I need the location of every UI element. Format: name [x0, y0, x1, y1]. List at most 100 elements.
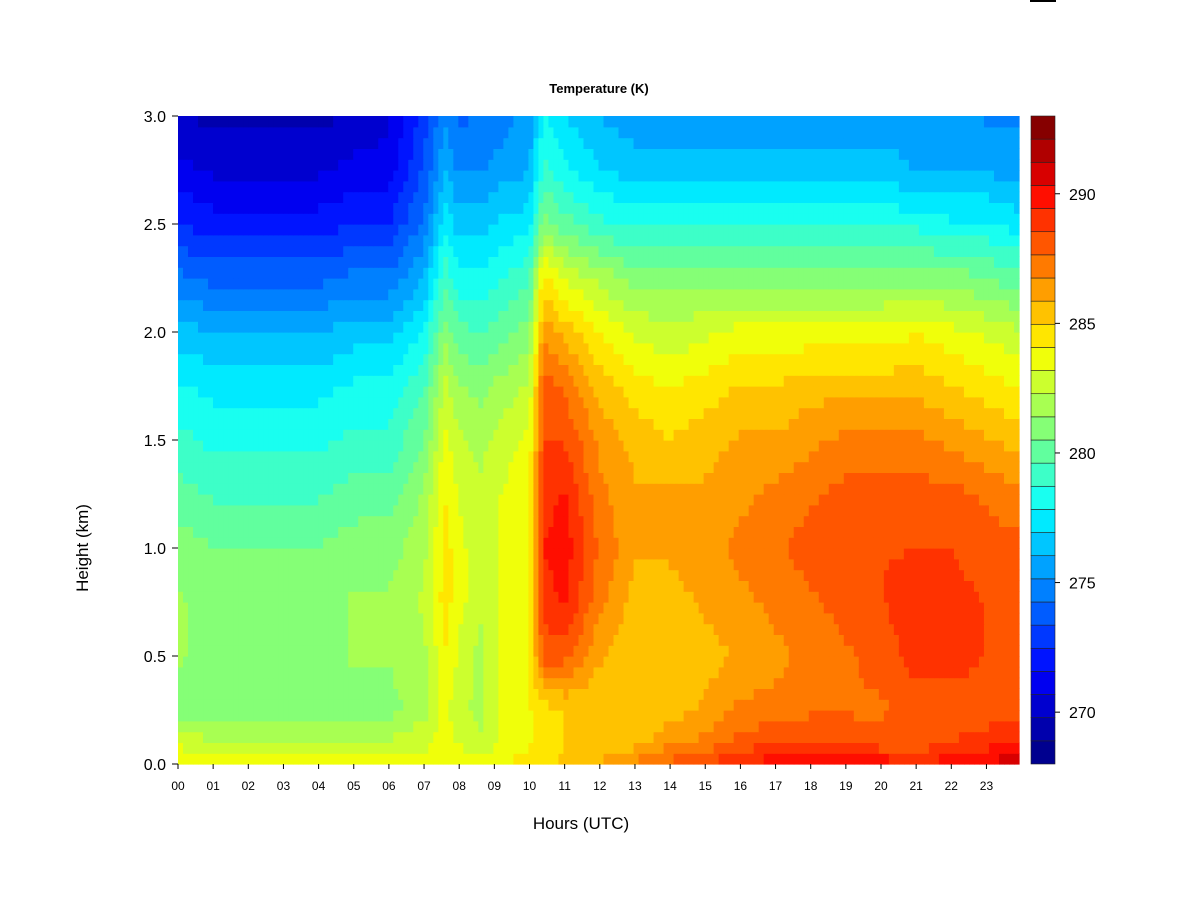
heatmap-cell [993, 504, 1000, 517]
heatmap-cell [603, 753, 610, 765]
heatmap-cell [423, 634, 429, 646]
heatmap-cell [188, 569, 194, 581]
heatmap-cell [843, 461, 850, 473]
heatmap-cell [923, 710, 930, 722]
heatmap-cell [658, 623, 665, 635]
heatmap-cell [498, 720, 504, 733]
heatmap-cell [398, 753, 404, 765]
heatmap-cell [738, 645, 745, 657]
heatmap-cell [673, 688, 680, 700]
heatmap-cell [343, 569, 349, 581]
heatmap-cell [923, 623, 930, 635]
heatmap-cell [893, 591, 900, 603]
heatmap-cell [208, 591, 214, 603]
heatmap-cell [573, 623, 580, 635]
heatmap-cell [683, 710, 690, 722]
heatmap-cell [418, 558, 424, 571]
heatmap-cell [558, 558, 565, 571]
heatmap-cell [848, 450, 855, 463]
heatmap-cell [878, 558, 885, 571]
heatmap-cell [318, 483, 324, 495]
heatmap-cell [608, 634, 615, 646]
heatmap-cell [548, 526, 555, 538]
heatmap-cell [443, 504, 449, 517]
heatmap-cell [613, 548, 620, 560]
heatmap-cell [338, 645, 344, 657]
heatmap-cell [623, 720, 630, 733]
heatmap-cell [568, 461, 575, 473]
heatmap-cell [968, 742, 975, 754]
heatmap-cell [973, 623, 980, 635]
heatmap-cell [853, 612, 860, 625]
heatmap-cell [1003, 677, 1010, 689]
heatmap-cell [813, 472, 820, 484]
heatmap-cell [298, 710, 304, 722]
heatmap-cell [798, 623, 805, 635]
heatmap-cell [698, 483, 705, 495]
heatmap-cell [808, 472, 815, 484]
heatmap-cell [643, 569, 650, 581]
heatmap-cell [573, 753, 580, 765]
heatmap-cell [308, 612, 314, 625]
heatmap-cell [718, 623, 725, 635]
heatmap-cell [613, 440, 620, 452]
heatmap-cell [858, 742, 865, 754]
heatmap-cell [278, 666, 284, 679]
heatmap-cell [558, 494, 565, 506]
heatmap-cell [188, 666, 194, 679]
heatmap-cell [658, 504, 665, 517]
heatmap-cell [548, 688, 555, 700]
heatmap-cell [648, 515, 655, 527]
heatmap-cell [263, 569, 269, 581]
heatmap-cell [783, 440, 790, 452]
heatmap-cell [358, 623, 364, 635]
heatmap-cell [283, 494, 289, 506]
heatmap-cell [193, 526, 199, 538]
heatmap-cell [908, 677, 915, 689]
heatmap-cell [648, 688, 655, 700]
heatmap-cell [493, 558, 499, 571]
heatmap-cell [653, 645, 660, 657]
heatmap-cell [498, 515, 504, 527]
heatmap-cell [778, 504, 785, 517]
heatmap-cell [338, 472, 344, 484]
heatmap-cell [583, 569, 590, 581]
heatmap-cell [603, 580, 610, 592]
heatmap-cell [413, 710, 419, 722]
heatmap-cell [788, 515, 795, 527]
heatmap-cell [453, 623, 459, 635]
heatmap-cell [193, 645, 199, 657]
heatmap-cell [638, 699, 645, 711]
heatmap-cell [638, 515, 645, 527]
heatmap-cell [758, 450, 765, 463]
heatmap-cell [438, 548, 444, 560]
heatmap-cell [663, 483, 670, 495]
heatmap-cell [613, 558, 620, 571]
heatmap-cell [198, 666, 204, 679]
heatmap-cell [768, 677, 775, 689]
heatmap-cell [538, 580, 545, 592]
heatmap-cell [728, 440, 735, 452]
heatmap-cell [663, 580, 670, 592]
heatmap-cell [378, 461, 384, 473]
heatmap-cell [713, 720, 720, 733]
heatmap-cell [958, 688, 965, 700]
heatmap-cell [528, 710, 535, 722]
heatmap-cell [658, 591, 665, 603]
heatmap-cell [853, 515, 860, 527]
heatmap-cell [1013, 623, 1020, 635]
heatmap-cell [413, 450, 419, 463]
heatmap-cell [518, 656, 525, 668]
heatmap-cell [233, 731, 239, 743]
heatmap-cell [608, 688, 615, 700]
heatmap-cell [458, 591, 464, 603]
heatmap-cell [648, 450, 655, 463]
heatmap-cell [218, 753, 224, 765]
heatmap-cell [543, 731, 550, 743]
heatmap-cell [378, 612, 384, 625]
heatmap-cell [228, 688, 234, 700]
heatmap-cell [458, 537, 464, 549]
heatmap-cell [373, 602, 379, 614]
heatmap-cell [918, 494, 925, 506]
heatmap-cell [998, 666, 1005, 679]
